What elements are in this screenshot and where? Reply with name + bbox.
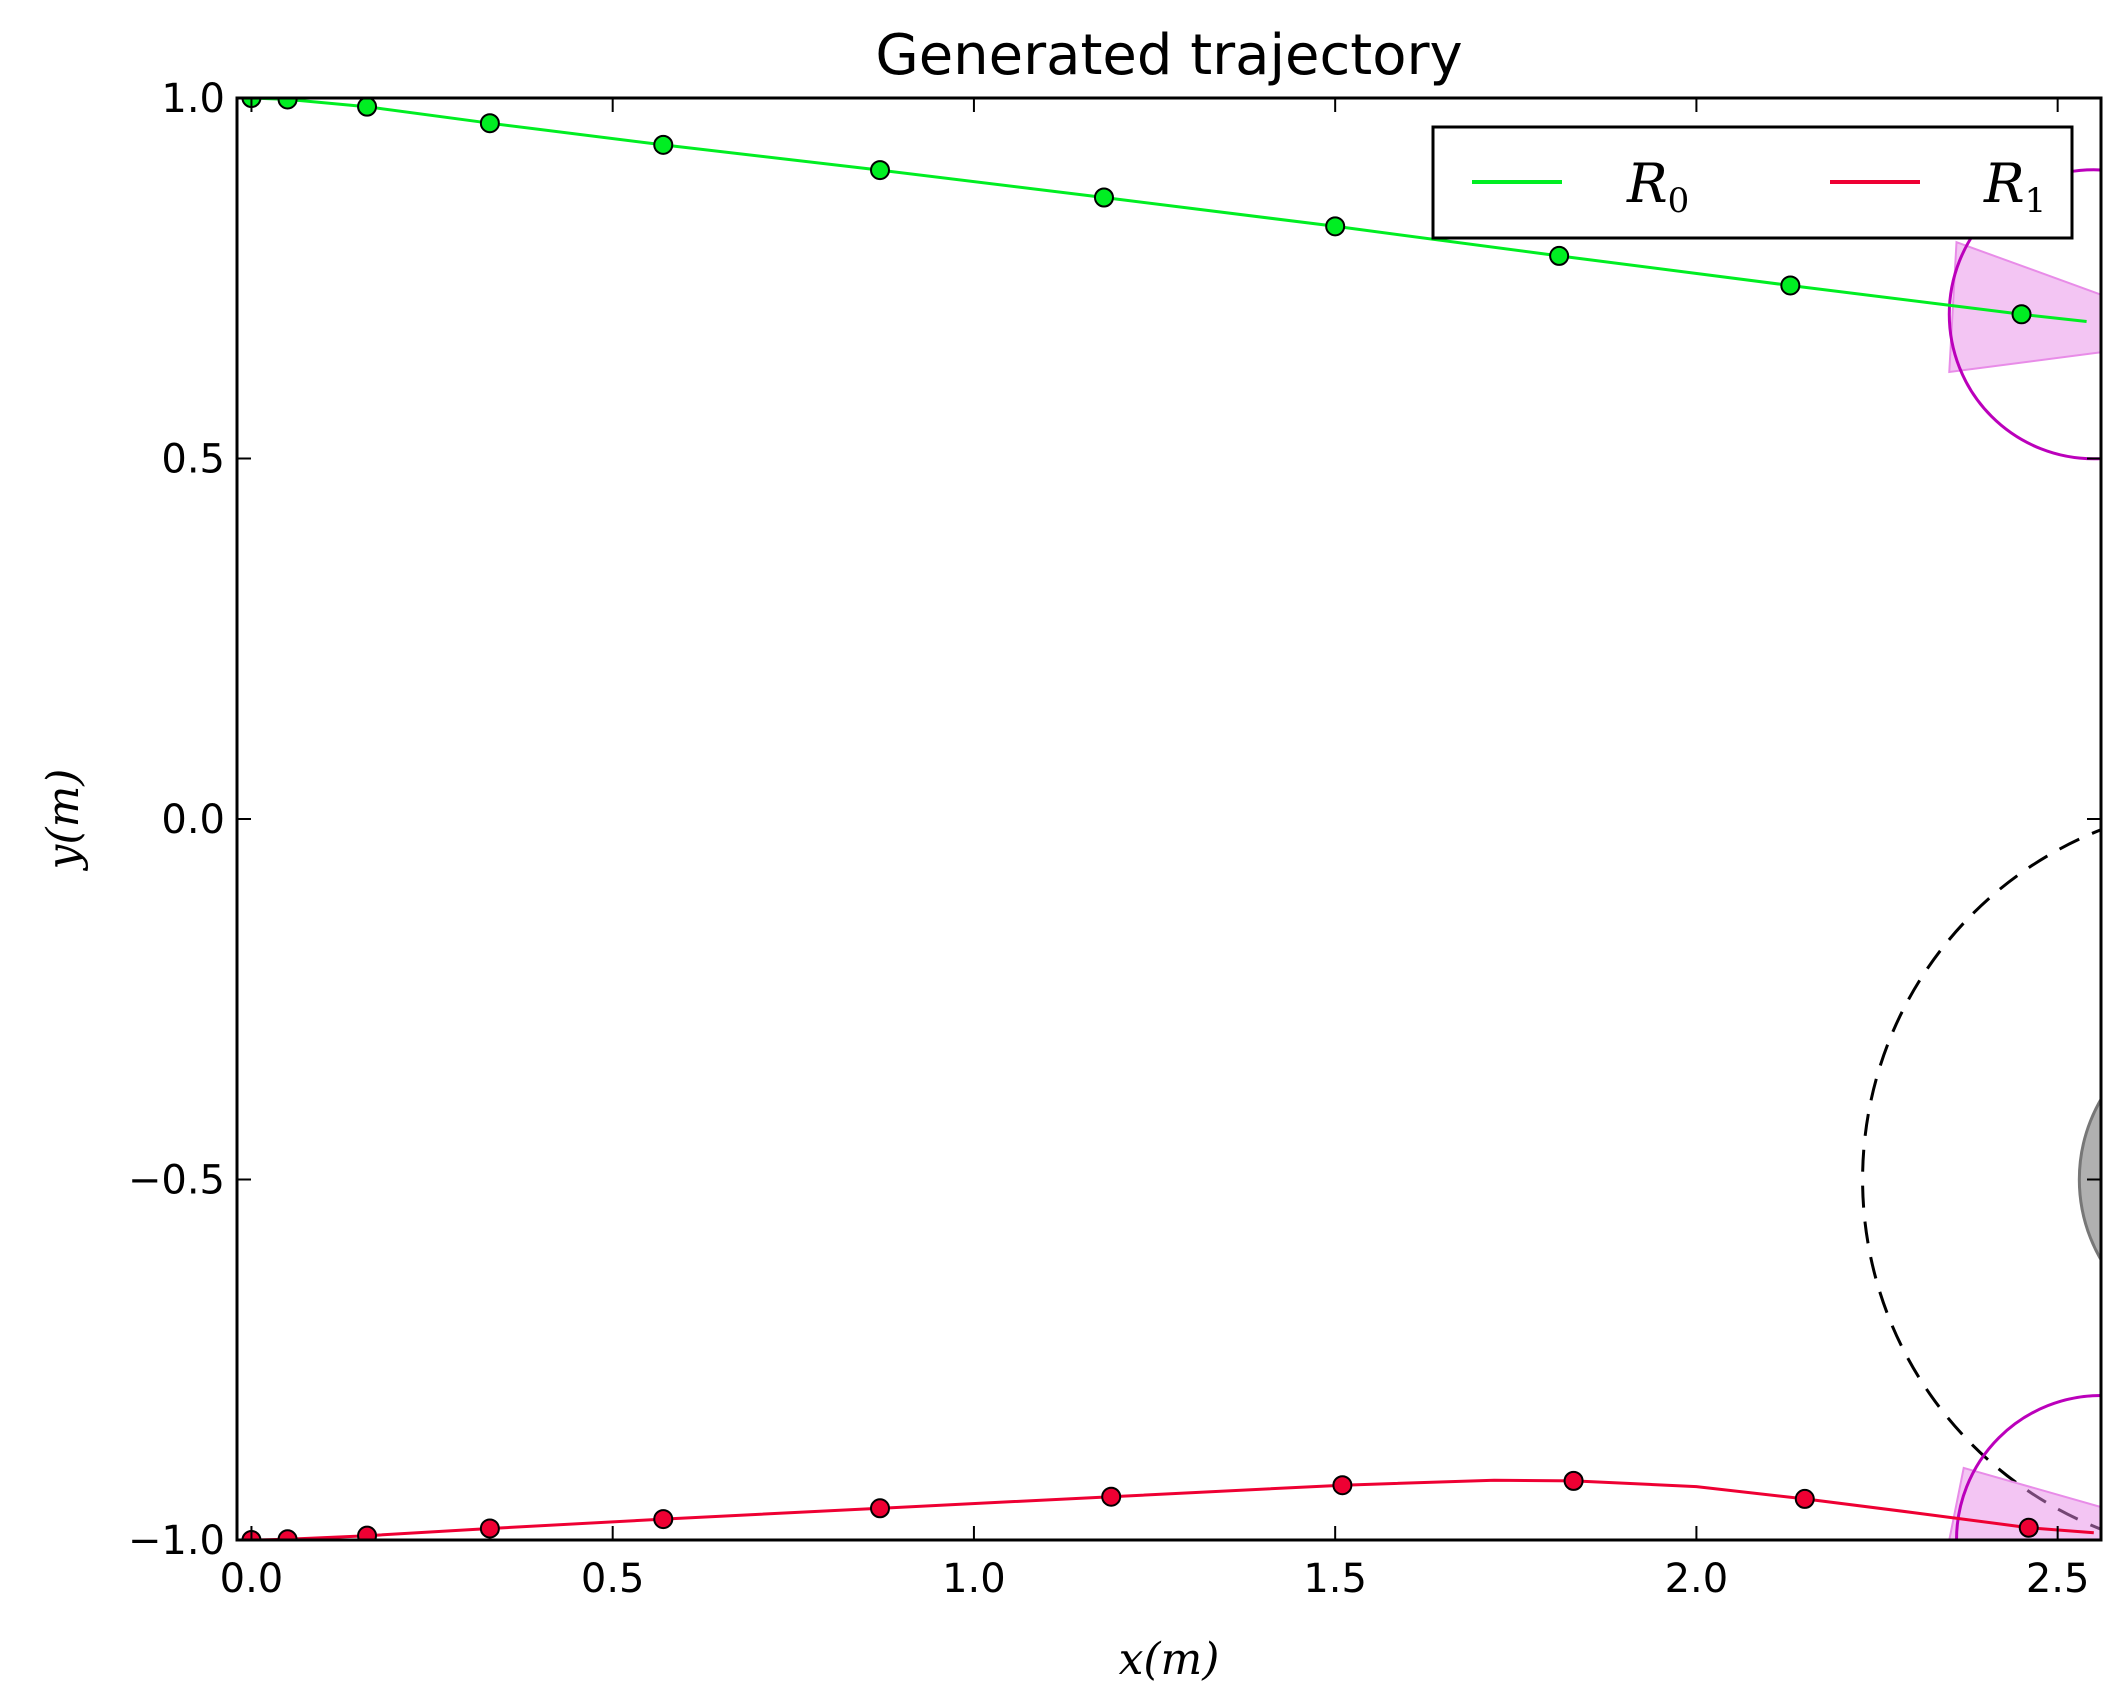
x-axis-label: x(m) — [1119, 1634, 1220, 1685]
series-r0-line — [251, 98, 2087, 323]
axis-ticks: 0.0 0.5 1.0 1.5 2.0 2.5 1.0 0.5 0.0 −0.5 −1.0 — [128, 76, 2101, 1602]
series-r1-point-4 — [653, 1509, 674, 1530]
y-tick-label-1: 0.5 — [161, 437, 225, 483]
series-r1-point-3 — [479, 1518, 500, 1539]
series-r1-point-10 — [2018, 1517, 2039, 1538]
axes-frame — [235, 96, 2103, 1542]
series-r1-point-9 — [1794, 1488, 1815, 1509]
chart-title: Generated trajectory — [875, 23, 1462, 88]
series-r0-point-3 — [479, 113, 500, 134]
series-r1-point-2 — [357, 1525, 378, 1540]
x-tick-label-5: 2.5 — [2026, 1556, 2090, 1602]
y-tick-label-3: −0.5 — [128, 1158, 225, 1204]
legend-label-r1: R1 — [1983, 152, 2046, 221]
y-tick-label-2: 0.0 — [161, 797, 225, 843]
series-r0-point-10 — [2011, 304, 2032, 325]
legend-label-r0: R0 — [1626, 152, 1689, 221]
y-tick-label-4: −1.0 — [128, 1518, 225, 1564]
x-tick-label-2: 1.0 — [942, 1556, 1006, 1602]
series-r1-point-8 — [1563, 1470, 1584, 1491]
series-r1-point-5 — [870, 1498, 891, 1519]
series-r0-point-8 — [1549, 245, 1570, 266]
series-r0-point-9 — [1780, 275, 1801, 296]
series-r0-point-7 — [1325, 216, 1346, 237]
y-axis-label: y(m) — [38, 769, 89, 872]
y-tick-label-0: 1.0 — [161, 76, 225, 122]
x-tick-label-3: 1.5 — [1303, 1556, 1367, 1602]
series-r0-point-5 — [870, 160, 891, 181]
plot-area — [241, 98, 2101, 1540]
series-r0-point-6 — [1093, 187, 1114, 208]
x-tick-label-1: 0.5 — [581, 1556, 645, 1602]
x-tick-label-4: 2.0 — [1665, 1556, 1729, 1602]
series-r0-point-4 — [653, 134, 674, 155]
x-tick-label-0: 0.0 — [220, 1556, 284, 1602]
legend: R0 R1 — [1431, 125, 2074, 240]
series-r1-point-6 — [1101, 1486, 1122, 1507]
obstacle-disc — [2077, 1096, 2101, 1263]
series-r0-point-2 — [357, 98, 378, 117]
series-r1-point-7 — [1332, 1475, 1353, 1496]
series-r1-line — [251, 1478, 2094, 1540]
